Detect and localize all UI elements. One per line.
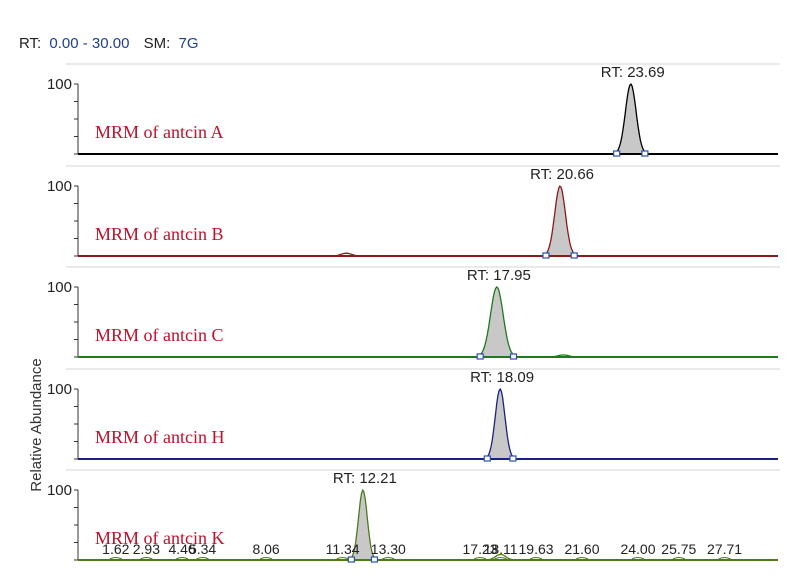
minor-peak-label: 5.34 [189, 541, 216, 557]
series-label: MRM of antcin A [95, 122, 224, 142]
header-rt-value: 0.00 - 30.00 [49, 35, 129, 52]
minor-peak-mark [494, 557, 507, 560]
trace-line [78, 286, 778, 358]
peak-fill [487, 389, 513, 459]
minor-peak-label: 2.93 [133, 541, 160, 557]
peak-label: RT: 17.95 [467, 267, 531, 284]
minor-peak-mark [672, 557, 686, 560]
integration-marker [542, 252, 550, 259]
panel-3: 100 RT: 17.95 MRM of antcin C [47, 266, 780, 360]
y-tick-label-100: 100 [47, 381, 72, 398]
integration-marker [347, 556, 355, 563]
integration-marker [509, 353, 518, 360]
series-label: MRM of antcin K [95, 528, 225, 548]
y-tick-label-100: 100 [47, 178, 72, 195]
panels-group: 100 RT: 23.69 MRM of antcin A 100 RT: 20.66 M… [47, 63, 780, 563]
header-sm-key: SM: [144, 35, 171, 52]
minor-peak-label: 1.62 [102, 541, 129, 557]
integration-marker [570, 252, 578, 259]
panel-2: 100 RT: 20.66 MRM of antcin B [47, 165, 780, 259]
integration-marker [476, 353, 484, 360]
minor-peak-label: 19.63 [519, 541, 554, 557]
integration-marker [509, 455, 517, 462]
minor-peak-mark [529, 557, 543, 560]
peak-fill [616, 84, 645, 154]
minor-peak-mark [175, 557, 189, 560]
header-rt-key: RT: [19, 35, 41, 52]
y-tick-label-100: 100 [47, 482, 72, 499]
minor-peak-label: 11.34 [326, 541, 360, 557]
peak-fill [351, 490, 375, 560]
panel-1: 100 RT: 23.69 MRM of antcin A [47, 63, 780, 157]
minor-peak-label: 21.60 [564, 541, 599, 557]
trace-line [78, 83, 778, 155]
peak-label: RT: 12.21 [333, 470, 397, 487]
header-sm-value: 7G [178, 35, 198, 52]
minor-peak-mark [109, 557, 123, 560]
minor-peak-label: 24.00 [620, 541, 655, 557]
peak-label: RT: 23.69 [601, 64, 665, 81]
integration-marker [641, 150, 649, 157]
minor-peak-mark [259, 557, 273, 560]
minor-peak-mark [336, 557, 349, 560]
minor-peak-mark [196, 557, 209, 560]
minor-peak-mark [473, 557, 487, 560]
minor-peak-label: 25.75 [661, 541, 696, 557]
minor-peak-mark [575, 557, 589, 560]
minor-peak-label: 8.06 [252, 541, 279, 557]
minor-peak-mark [140, 557, 153, 560]
peak-fill [546, 186, 575, 256]
series-label: MRM of antcin H [95, 427, 225, 447]
minor-peak-label: 27.71 [707, 541, 742, 557]
minor-peak-mark [382, 557, 395, 560]
panel-4: 100 RT: 18.09 MRM of antcin H [47, 368, 780, 462]
peak-label: RT: 20.66 [530, 166, 594, 183]
peak-label: RT: 18.09 [470, 369, 534, 386]
y-tick-label-100: 100 [47, 279, 72, 296]
y-axis-label: Relative Abundance [28, 358, 45, 491]
header-rt-range: RT: 0.00 - 30.00 SM: 7G [19, 35, 199, 52]
trace-line [78, 387, 778, 460]
integration-marker [483, 455, 491, 462]
minor-peak-label: 4.46 [168, 541, 195, 557]
peak-fill [480, 287, 514, 357]
trace-line [78, 185, 778, 257]
minor-peak-mark [631, 557, 645, 560]
minor-peak-label: 13.30 [371, 541, 406, 557]
integration-marker [370, 556, 379, 563]
minor-peak-label: 17.23 [463, 541, 498, 557]
series-label: MRM of antcin B [95, 224, 224, 244]
y-tick-label-100: 100 [47, 76, 72, 93]
series-label: MRM of antcin C [95, 325, 224, 345]
minor-peak-mark [718, 557, 731, 560]
minor-peak-label: 18.11 [484, 541, 518, 557]
panel-5: 100 RT: 12.21 MRM of antcin K1.62 2.93 4.465… [47, 469, 780, 563]
integration-marker [613, 150, 621, 157]
